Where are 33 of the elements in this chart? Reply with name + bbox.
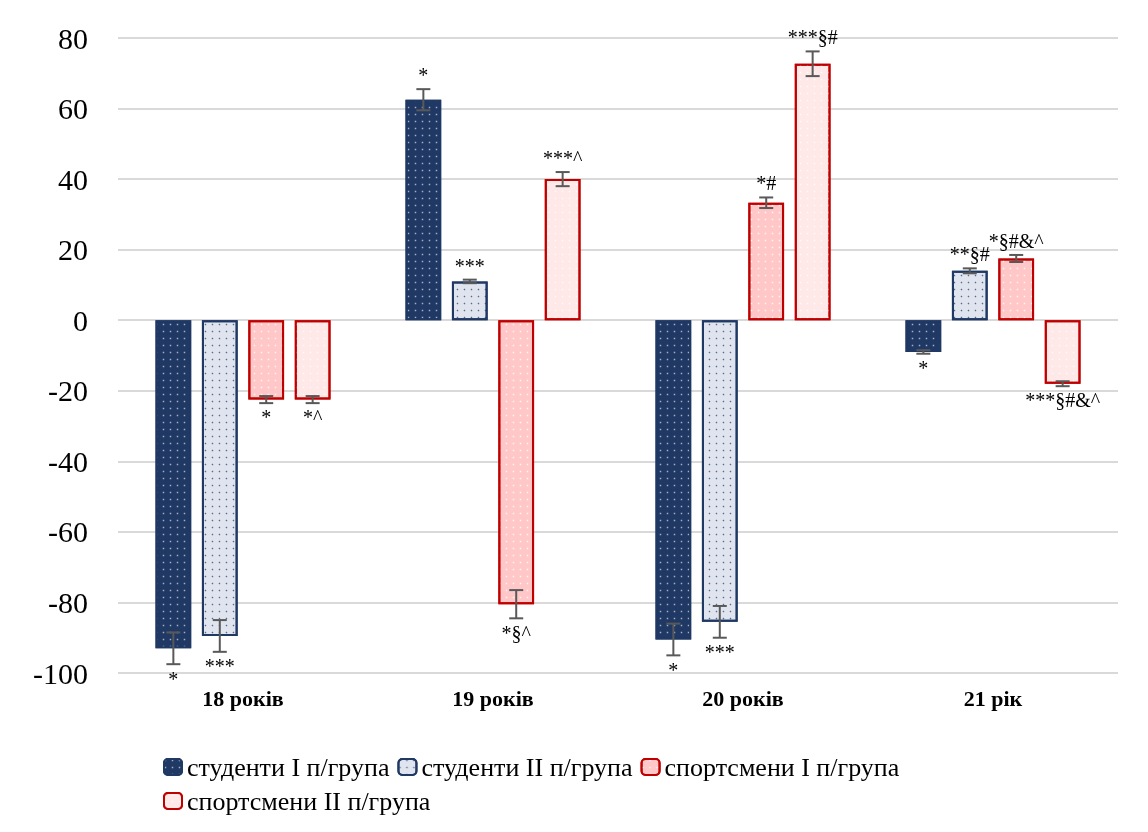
x-tick-label: 20 років [702,685,784,711]
data-label: ***§# [787,26,838,49]
data-label: * [168,667,179,690]
x-tick-label: 21 рік [963,685,1023,711]
legend-label: студенти II п/група [421,752,634,782]
y-tick-label: -100 [33,656,88,690]
y-tick-label: 80 [58,21,88,55]
data-label: *# [756,172,777,195]
legend-label: спортсмени I п/група [664,752,900,782]
legend-label: спортсмени II п/група [187,786,431,816]
y-tick-label: -80 [48,585,88,619]
data-label: * [668,658,679,681]
data-label: **§# [949,243,990,266]
data-label: ***^ [542,146,583,169]
data-label: *§^ [501,621,532,644]
y-tick-label: -60 [48,515,88,549]
data-label: *** [704,641,735,664]
data-label: ***§#&^ [1025,389,1101,412]
y-tick-label: 20 [58,233,88,267]
data-label: *** [454,254,485,277]
data-label: * [418,63,429,86]
legend-label: студенти I п/група [187,752,390,782]
y-tick-label: 60 [58,92,88,126]
x-tick-label: 18 років [202,685,284,711]
y-tick-label: 40 [58,162,88,196]
data-label: *^ [302,406,323,429]
data-label: * [918,356,929,379]
y-tick-label: -20 [48,374,88,408]
y-tick-label: 0 [73,303,88,337]
y-tick-label: -40 [48,444,88,478]
x-tick-label: 19 років [452,685,534,711]
data-label: * [261,406,272,429]
data-label: *** [204,655,235,678]
